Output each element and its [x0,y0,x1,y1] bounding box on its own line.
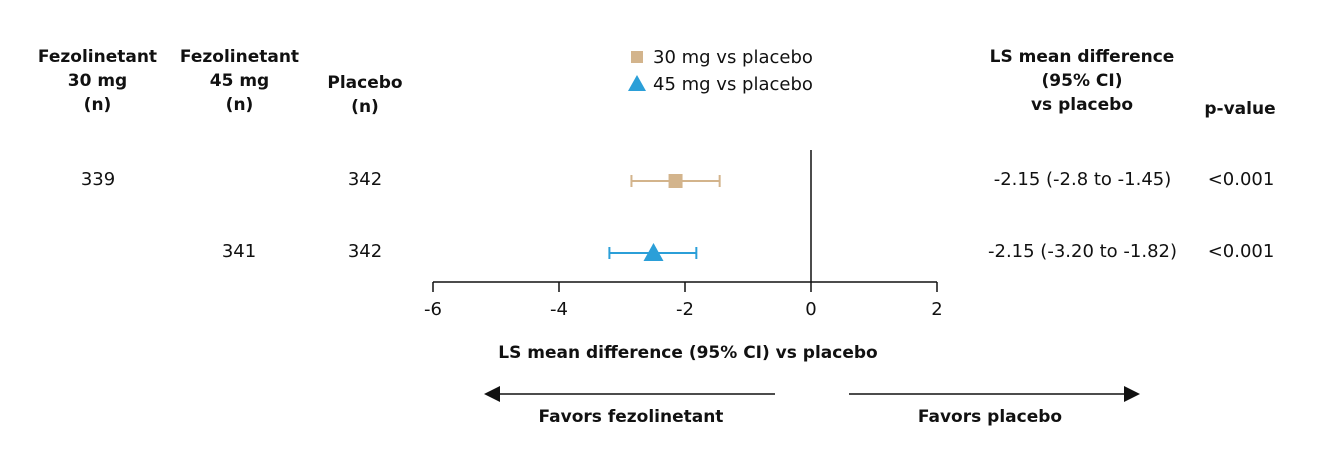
row1-estimate-text: -2.15 (-2.8 to -1.45) [993,169,1172,190]
point-estimate-2 [643,243,664,261]
x-tick-label-4: 2 [931,299,942,320]
favors-placebo-label: Favors placebo [918,407,1062,427]
series-2 [608,243,698,261]
x-tick-label-2: -2 [676,299,694,320]
legend: 30 mg vs placebo 45 mg vs placebo [628,47,813,95]
x-axis: -6 -4 -2 0 2 [424,150,943,320]
arrow-right-head [1124,386,1140,402]
point-estimate-1 [668,174,683,188]
x-tick-label-3: 0 [805,299,816,320]
row2-placebo-n: 342 [347,241,383,262]
row2-fez45-n: 341 [221,241,257,262]
legend-label-2: 45 mg vs placebo [653,74,813,95]
x-tick-label-1: -4 [550,299,568,320]
series-1 [630,174,721,188]
header-fezolinetant-45mg: Fezolinetant 45 mg (n) [179,47,300,115]
arrow-left-head [484,386,500,402]
legend-label-1: 30 mg vs placebo [653,47,813,68]
header-p-value: p-value [1204,99,1276,119]
legend-marker-square [631,51,643,63]
legend-marker-triangle [628,75,646,91]
row1-placebo-n: 342 [347,169,383,190]
row2-p-value: <0.001 [1207,241,1275,262]
favors-fezolinetant-label: Favors fezolinetant [539,407,724,427]
row1-p-value: <0.001 [1207,169,1275,190]
x-axis-title: LS mean difference (95% CI) vs placebo [498,343,877,363]
header-ls-mean-difference: LS mean difference (95% CI) vs placebo [989,47,1175,115]
row1-fez30-n: 339 [80,169,116,190]
plot-marks [608,174,721,261]
favor-arrows: Favors fezolinetant Favors placebo [484,386,1140,427]
header-placebo: Placebo (n) [327,73,403,117]
x-tick-label-0: -6 [424,299,442,320]
row2-estimate-text: -2.15 (-3.20 to -1.82) [988,241,1177,262]
header-fezolinetant-30mg: Fezolinetant 30 mg (n) [37,47,158,115]
